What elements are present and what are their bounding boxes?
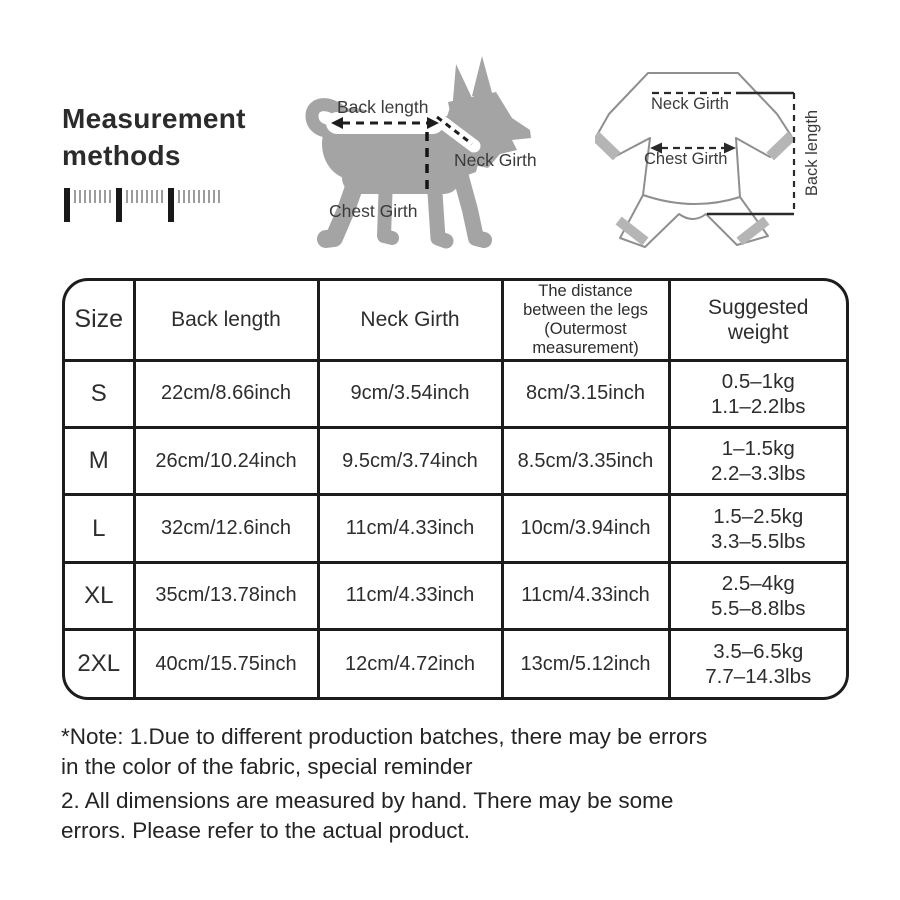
cell-weight: 1–1.5kg 2.2–3.3lbs	[667, 425, 846, 497]
size-table: Size Back length Neck Girth The distance…	[62, 278, 849, 700]
cell-neck-girth: 12cm/4.72inch	[316, 628, 504, 697]
cell-weight: 1.5–2.5kg 3.3–5.5lbs	[667, 493, 846, 564]
cell-weight: 0.5–1kg 1.1–2.2lbs	[667, 358, 846, 429]
garment-neck-girth-label: Neck Girth	[651, 95, 729, 113]
dog-neck-girth-label: Neck Girth	[454, 150, 537, 170]
arrowhead-right	[724, 142, 736, 154]
table-row: M 26cm/10.24inch 9.5cm/3.74inch 8.5cm/3.…	[65, 425, 846, 497]
cell-back-length: 32cm/12.6inch	[132, 493, 320, 564]
arrowhead-right	[427, 117, 439, 129]
header-weight: Suggested weight	[667, 281, 846, 362]
ruler-ticks	[178, 190, 222, 203]
garment-chest-girth-label: Chest Girth	[644, 150, 728, 168]
cell-weight: 2.5–4kg 5.5–8.8lbs	[667, 560, 846, 632]
cell-weight: 3.5–6.5kg 7.7–14.3lbs	[667, 628, 846, 697]
cell-back-length: 40cm/15.75inch	[132, 628, 320, 697]
header-size: Size	[65, 281, 136, 362]
ruler-mark	[64, 188, 70, 222]
cell-neck-girth: 11cm/4.33inch	[316, 560, 504, 632]
cell-size: 2XL	[65, 628, 136, 697]
cell-leg-distance: 8cm/3.15inch	[500, 358, 671, 429]
cell-leg-distance: 10cm/3.94inch	[500, 493, 671, 564]
ruler-mark	[116, 188, 122, 222]
neck-girth-dashed-line	[436, 115, 473, 146]
dog-back-length-label: Back length	[337, 97, 429, 117]
cell-neck-girth: 11cm/4.33inch	[316, 493, 504, 564]
cell-size: M	[65, 425, 136, 497]
dog-chest-girth-label: Chest Girth	[329, 201, 418, 221]
header-back-length: Back length	[132, 281, 320, 362]
header-leg-distance: The distance between the legs (Outermost…	[500, 281, 671, 362]
header-neck-girth: Neck Girth	[316, 281, 504, 362]
cell-neck-girth: 9.5cm/3.74inch	[316, 425, 504, 497]
page-title: Measurement methods	[62, 103, 246, 171]
cell-back-length: 22cm/8.66inch	[132, 358, 320, 429]
ruler-ticks	[126, 190, 166, 203]
ruler-icon	[64, 188, 226, 222]
garment-hem-seam	[642, 194, 741, 206]
cell-back-length: 26cm/10.24inch	[132, 425, 320, 497]
cell-leg-distance: 13cm/5.12inch	[500, 628, 671, 697]
ruler-mark	[168, 188, 174, 222]
dog-silhouette-figure	[305, 56, 531, 249]
arrowhead-left	[331, 117, 343, 129]
table-row: 2XL 40cm/15.75inch 12cm/4.72inch 13cm/5.…	[65, 628, 846, 697]
cell-back-length: 35cm/13.78inch	[132, 560, 320, 632]
garment-outline	[595, 72, 793, 248]
note-fabric-color: *Note: 1.Due to different production bat…	[61, 724, 708, 779]
table-header-row: Size Back length Neck Girth The distance…	[65, 281, 846, 362]
cell-size: S	[65, 358, 136, 429]
note-hand-measured: 2. All dimensions are measured by hand. …	[61, 788, 674, 843]
cell-size: L	[65, 493, 136, 564]
ruler-ticks	[74, 190, 114, 203]
cell-leg-distance: 11cm/4.33inch	[500, 560, 671, 632]
table-row: XL 35cm/13.78inch 11cm/4.33inch 11cm/4.3…	[65, 560, 846, 632]
garment-cuffs	[595, 131, 796, 246]
garment-back-length-label: Back length	[803, 109, 821, 197]
table-row: S 22cm/8.66inch 9cm/3.54inch 8cm/3.15inc…	[65, 358, 846, 429]
cell-leg-distance: 8.5cm/3.35inch	[500, 425, 671, 497]
table-row: L 32cm/12.6inch 11cm/4.33inch 10cm/3.94i…	[65, 493, 846, 564]
arrowhead-left	[650, 142, 662, 154]
cell-size: XL	[65, 560, 136, 632]
garment-outline-figure	[595, 72, 796, 248]
cell-neck-girth: 9cm/3.54inch	[316, 358, 504, 429]
